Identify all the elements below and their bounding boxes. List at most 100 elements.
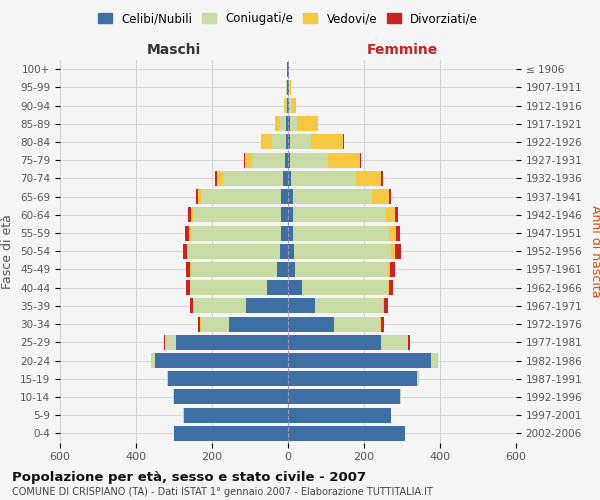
Bar — [314, 298, 383, 314]
Bar — [272, 134, 286, 150]
Bar — [287, 62, 288, 76]
Bar — [288, 152, 290, 168]
Bar — [291, 171, 356, 186]
Bar — [395, 226, 400, 240]
Bar — [189, 226, 191, 240]
Bar — [334, 316, 380, 332]
Bar — [380, 316, 381, 332]
Bar — [190, 298, 193, 314]
Bar — [244, 152, 245, 168]
Bar — [246, 298, 288, 314]
Bar — [288, 353, 431, 368]
Bar — [288, 80, 289, 95]
Bar — [277, 262, 288, 277]
Bar — [280, 244, 288, 258]
Bar — [360, 152, 361, 168]
Bar — [286, 116, 288, 131]
Bar — [343, 134, 344, 150]
Bar — [391, 244, 395, 258]
Bar — [286, 80, 287, 95]
Bar — [285, 152, 288, 168]
Bar — [191, 262, 277, 277]
Bar — [190, 280, 267, 295]
Bar — [188, 244, 280, 258]
Bar — [251, 152, 285, 168]
Bar — [191, 208, 193, 222]
Bar — [288, 244, 294, 258]
Bar — [167, 372, 168, 386]
Bar — [288, 335, 381, 350]
Bar — [395, 244, 401, 258]
Bar — [185, 226, 189, 240]
Bar — [383, 298, 384, 314]
Bar — [183, 244, 187, 258]
Bar — [417, 372, 419, 386]
Bar — [288, 134, 290, 150]
Bar — [293, 189, 373, 204]
Bar — [288, 98, 289, 113]
Bar — [289, 80, 290, 95]
Bar — [281, 208, 288, 222]
Bar — [409, 335, 410, 350]
Bar — [155, 353, 288, 368]
Bar — [288, 298, 314, 314]
Bar — [288, 408, 391, 422]
Text: Femmine: Femmine — [367, 44, 437, 58]
Bar — [288, 372, 417, 386]
Bar — [292, 98, 296, 113]
Bar — [311, 134, 343, 150]
Bar — [275, 116, 280, 131]
Bar — [229, 316, 288, 332]
Bar — [381, 335, 408, 350]
Bar — [281, 189, 288, 204]
Bar — [382, 171, 383, 186]
Bar — [289, 98, 292, 113]
Bar — [187, 244, 188, 258]
Bar — [184, 408, 288, 422]
Bar — [283, 171, 288, 186]
Bar — [288, 226, 293, 240]
Bar — [356, 171, 382, 186]
Bar — [431, 353, 437, 368]
Bar — [400, 390, 401, 404]
Bar — [290, 116, 297, 131]
Bar — [223, 171, 283, 186]
Bar — [199, 316, 200, 332]
Bar — [288, 189, 293, 204]
Bar — [294, 244, 391, 258]
Bar — [164, 335, 165, 350]
Bar — [284, 98, 285, 113]
Bar — [173, 390, 174, 404]
Legend: Celibi/Nubili, Coniugati/e, Vedovi/e, Divorziati/e: Celibi/Nubili, Coniugati/e, Vedovi/e, Di… — [94, 8, 482, 28]
Bar — [388, 262, 390, 277]
Bar — [287, 80, 288, 95]
Bar — [288, 280, 302, 295]
Bar — [390, 262, 395, 277]
Bar — [288, 208, 293, 222]
Bar — [302, 280, 388, 295]
Bar — [297, 116, 317, 131]
Bar — [290, 152, 328, 168]
Bar — [190, 262, 191, 277]
Bar — [288, 62, 289, 76]
Bar — [174, 390, 288, 404]
Bar — [191, 226, 281, 240]
Bar — [200, 316, 229, 332]
Bar — [202, 189, 281, 204]
Bar — [287, 98, 288, 113]
Bar — [174, 426, 288, 441]
Bar — [193, 298, 246, 314]
Bar — [384, 298, 388, 314]
Bar — [165, 335, 176, 350]
Y-axis label: Anni di nascita: Anni di nascita — [589, 205, 600, 298]
Bar — [176, 335, 288, 350]
Y-axis label: Fasce di età: Fasce di età — [1, 214, 14, 288]
Bar — [288, 262, 295, 277]
Text: Popolazione per età, sesso e stato civile - 2007: Popolazione per età, sesso e stato civil… — [12, 471, 366, 484]
Bar — [288, 316, 334, 332]
Bar — [381, 316, 384, 332]
Bar — [186, 262, 190, 277]
Bar — [388, 280, 389, 295]
Bar — [295, 262, 388, 277]
Bar — [193, 208, 281, 222]
